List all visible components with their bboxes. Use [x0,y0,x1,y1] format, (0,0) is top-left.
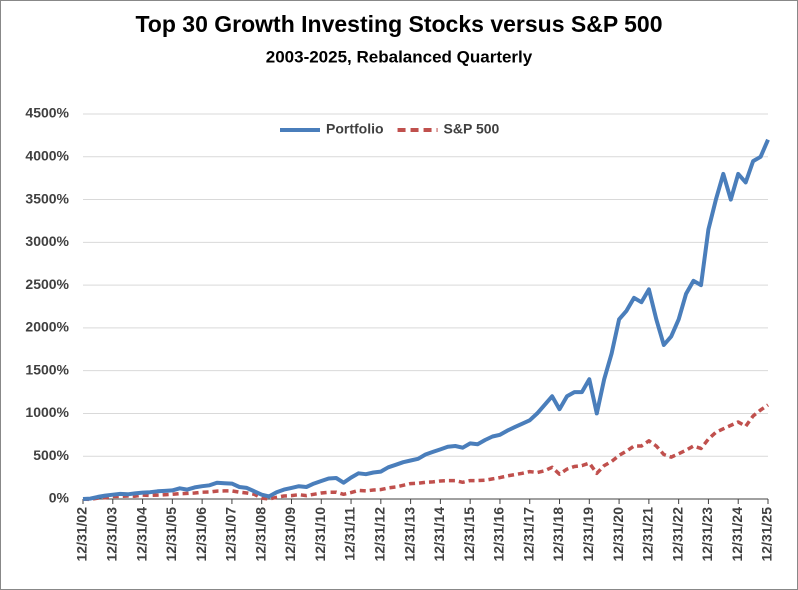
y-tick-label: 4500% [25,105,69,121]
x-tick-label: 12/31/16 [491,507,507,562]
x-tick-label: 12/31/12 [372,507,388,562]
legend-label: S&P 500 [444,121,500,137]
y-tick-label: 1000% [25,404,69,420]
chart-title: Top 30 Growth Investing Stocks versus S&… [135,11,662,37]
x-tick-label: 12/31/21 [640,507,656,562]
x-tick-label: 12/31/03 [103,507,119,562]
y-tick-label: 1500% [25,361,69,377]
x-tick-label: 12/31/11 [342,507,358,561]
x-tick-label: 12/31/02 [74,507,90,562]
y-tick-label: 3000% [25,233,69,249]
x-tick-label: 12/31/17 [520,507,536,562]
y-tick-label: 4000% [25,147,69,163]
y-tick-label: 0% [49,490,70,506]
x-tick-label: 12/31/15 [461,507,477,562]
y-tick-label: 500% [33,447,69,463]
x-tick-label: 12/31/25 [759,507,775,562]
x-tick-label: 12/31/05 [163,507,179,562]
x-tick-label: 12/31/19 [580,507,596,562]
x-tick-label: 12/31/24 [729,507,745,562]
y-tick-label: 3500% [25,190,69,206]
legend-label: Portfolio [326,121,384,137]
x-tick-label: 12/31/10 [312,507,328,562]
x-tick-label: 12/31/14 [431,507,447,562]
x-tick-label: 12/31/20 [610,507,626,562]
y-tick-label: 2500% [25,276,69,292]
x-tick-label: 12/31/23 [699,507,715,562]
x-tick-label: 12/31/13 [401,507,417,562]
x-tick-label: 12/31/08 [252,507,268,562]
chart-subtitle: 2003-2025, Rebalanced Quarterly [266,47,533,66]
x-tick-label: 12/31/22 [669,507,685,562]
y-tick-label: 2000% [25,319,69,335]
series-line [82,403,769,502]
x-tick-label: 12/31/06 [193,507,209,562]
series-line [82,138,770,501]
x-tick-label: 12/31/09 [282,507,298,562]
x-tick-label: 12/31/18 [550,507,566,562]
x-tick-label: 12/31/07 [223,507,239,562]
x-tick-label: 12/31/04 [133,507,149,562]
